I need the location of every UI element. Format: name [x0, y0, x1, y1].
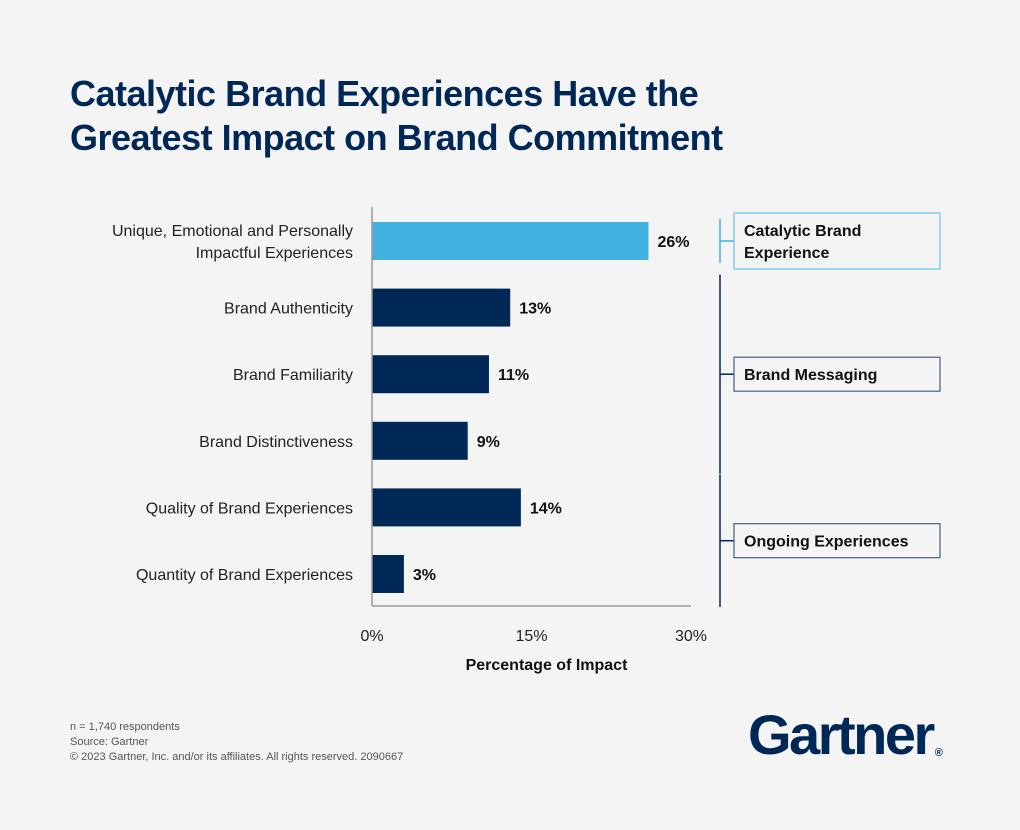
- bar: [372, 555, 404, 593]
- bar-value-label: 14%: [530, 500, 562, 517]
- source-note: Source: Gartner: [70, 736, 149, 748]
- bar: [372, 488, 521, 527]
- category-label: Impactful Experiences: [196, 245, 353, 262]
- bar-value-label: 9%: [477, 434, 500, 451]
- chart-title: Catalytic Brand Experiences Have the Gre…: [70, 72, 950, 160]
- bar-value-label: 26%: [657, 234, 689, 251]
- sample-size-note: n = 1,740 respondents: [70, 721, 180, 733]
- copyright-note: © 2023 Gartner, Inc. and/or its affiliat…: [70, 751, 404, 763]
- category-label: Quantity of Brand Experiences: [136, 567, 353, 584]
- category-label: Brand Familiarity: [233, 367, 353, 384]
- chart-title-line-2: Greatest Impact on Brand Commitment: [70, 117, 723, 158]
- bar-chart: 26% Unique, Emotional and Personally Impac…: [112, 207, 941, 674]
- bar: [372, 421, 468, 460]
- group-label: Experience: [744, 245, 829, 262]
- category-label: Brand Distinctiveness: [199, 434, 353, 451]
- registered-mark: ®: [934, 747, 943, 759]
- category-label: Brand Authenticity: [224, 301, 353, 318]
- bar-value-label: 11%: [498, 367, 529, 384]
- chart-title-line-1: Catalytic Brand Experiences Have the: [70, 73, 699, 114]
- category-label: Unique, Emotional and Personally: [112, 223, 353, 240]
- group-label-box: [733, 523, 941, 559]
- bar: [372, 222, 649, 260]
- category-label: Quality of Brand Experiences: [146, 500, 353, 517]
- group-label: Brand Messaging: [744, 367, 877, 384]
- logo-text: Gartner: [748, 703, 935, 766]
- footer-notes: n = 1,740 respondents Source: Gartner © …: [70, 720, 403, 765]
- bar: [372, 288, 511, 327]
- bar: [372, 355, 489, 394]
- bar-value-label: 3%: [413, 567, 436, 584]
- group-label-box: [733, 212, 941, 270]
- group-label: Ongoing Experiences: [744, 534, 909, 551]
- group-label-box: [733, 356, 941, 392]
- x-tick-label: 0%: [360, 628, 383, 645]
- x-tick-label: 30%: [675, 628, 707, 645]
- x-axis-title: Percentage of Impact: [466, 657, 629, 674]
- gartner-logo: Gartner ®: [748, 702, 943, 767]
- bar-value-label: 13%: [519, 301, 551, 318]
- group-label: Catalytic Brand: [744, 223, 861, 240]
- x-tick-label: 15%: [515, 628, 547, 645]
